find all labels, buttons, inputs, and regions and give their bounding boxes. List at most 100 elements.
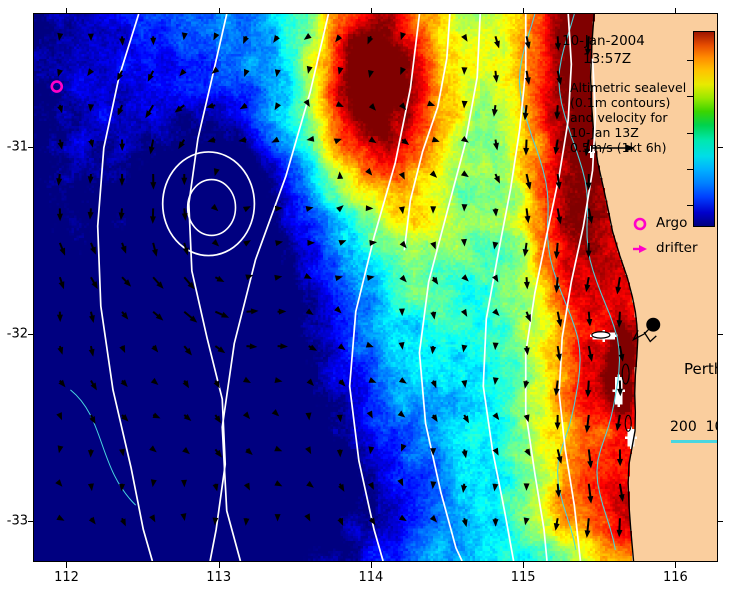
velocity-arrow	[399, 102, 407, 111]
velocity-arrow	[492, 412, 500, 421]
velocity-arrow	[333, 138, 342, 145]
velocity-arrow	[398, 206, 405, 215]
legend-label-drifter: drifter	[656, 240, 698, 256]
velocity-arrow	[303, 272, 312, 279]
velocity-arrow	[336, 205, 344, 213]
velocity-arrow	[242, 376, 251, 384]
velocity-arrow	[334, 306, 342, 314]
velocity-arrow	[274, 274, 283, 281]
velocity-arrow	[587, 208, 594, 224]
velocity-arrow	[306, 480, 314, 488]
legend-item-drifter: drifter	[632, 240, 717, 259]
velocity-arrow	[461, 100, 468, 109]
velocity-arrow	[525, 173, 532, 190]
velocity-arrow	[368, 377, 377, 383]
velocity-arrow	[368, 136, 377, 144]
velocity-arrow	[88, 139, 95, 148]
x-tick-mark-top	[675, 8, 677, 14]
velocity-arrow	[214, 448, 222, 458]
colorbar-tick	[687, 132, 693, 134]
velocity-arrow	[271, 136, 280, 143]
velocity-arrow	[56, 514, 65, 521]
velocity-arrow	[147, 70, 155, 82]
velocity-arrow	[492, 342, 499, 351]
velocity-arrow	[554, 105, 561, 120]
velocity-arrow	[368, 517, 376, 526]
velocity-arrow	[274, 377, 283, 383]
velocity-arrow	[616, 449, 623, 467]
velocity-arrow	[523, 483, 530, 491]
velocity-arrow	[556, 208, 563, 225]
velocity-arrow	[151, 242, 158, 257]
legend-item-argo: Argo	[632, 215, 717, 234]
velocity-arrow	[617, 380, 624, 397]
velocity-arrow	[492, 447, 499, 456]
velocity-arrow	[586, 311, 593, 327]
velocity-arrow	[522, 105, 529, 121]
velocity-arrow	[461, 33, 468, 42]
velocity-arrow	[277, 308, 287, 315]
velocity-arrow	[556, 70, 563, 86]
velocity-arrow	[461, 380, 468, 389]
velocity-arrow	[183, 345, 192, 356]
time-label: 13:57Z	[583, 51, 632, 67]
velocity-arrow	[243, 240, 251, 247]
perth-river-line	[632, 324, 654, 342]
velocity-arrow	[306, 378, 314, 386]
velocity-arrow	[492, 377, 499, 386]
velocity-arrow	[149, 208, 156, 224]
velocity-arrow	[214, 345, 226, 354]
x-tick-mark	[370, 562, 372, 568]
velocity-arrow	[365, 341, 374, 348]
velocity-arrow	[90, 242, 96, 255]
velocity-arrow	[553, 277, 560, 294]
velocity-arrow	[398, 308, 405, 317]
velocity-arrow	[246, 308, 259, 315]
argo-circle-icon	[633, 217, 647, 231]
y-tick-mark-right	[717, 520, 723, 522]
sealevel-contour	[418, 14, 482, 561]
velocity-arrow	[430, 241, 436, 250]
velocity-arrow	[338, 483, 345, 492]
date-label: 10-Jan-2004	[562, 33, 645, 49]
velocity-arrow	[303, 33, 312, 40]
velocity-arrow	[88, 345, 95, 357]
x-tick-mark-top	[523, 8, 525, 14]
velocity-arrow	[492, 483, 499, 492]
sealevel-contour	[558, 58, 597, 561]
velocity-arrow	[183, 310, 198, 323]
velocity-arrow	[523, 139, 530, 156]
velocity-arrow	[120, 379, 128, 388]
velocity-arrow	[214, 310, 230, 318]
velocity-arrow	[56, 412, 63, 421]
velocity-arrow	[584, 139, 591, 157]
velocity-arrow	[57, 104, 64, 114]
velocity-arrow	[460, 170, 469, 178]
velocity-arrow	[492, 518, 499, 527]
velocity-arrow	[461, 344, 468, 353]
map-plot-area[interactable]: 10-Jan-2004 13:57Z Altimetric sealevel (…	[33, 13, 718, 562]
velocity-arrow	[58, 242, 66, 256]
velocity-arrow	[213, 32, 220, 41]
velocity-arrow	[430, 481, 437, 490]
velocity-arrow	[274, 480, 283, 487]
velocity-arrow	[207, 136, 216, 143]
velocity-arrow	[89, 414, 96, 425]
velocity-arrow	[273, 35, 280, 43]
velocity-arrow	[460, 308, 468, 317]
y-tick-mark	[28, 520, 34, 522]
velocity-arrow	[180, 513, 187, 522]
velocity-arrow	[365, 167, 373, 176]
velocity-arrow	[399, 274, 407, 283]
velocity-arrow	[524, 448, 531, 457]
velocity-arrow	[334, 275, 343, 282]
velocity-arrow	[431, 414, 438, 423]
velocity-arrow	[57, 32, 64, 41]
x-tick-mark	[523, 562, 525, 568]
velocity-arrow	[430, 448, 437, 456]
velocity-arrow	[181, 208, 188, 221]
velocity-arrow	[492, 208, 499, 217]
velocity-arrow	[555, 173, 562, 190]
velocity-arrow	[337, 343, 346, 351]
velocity-arrow	[87, 483, 94, 492]
